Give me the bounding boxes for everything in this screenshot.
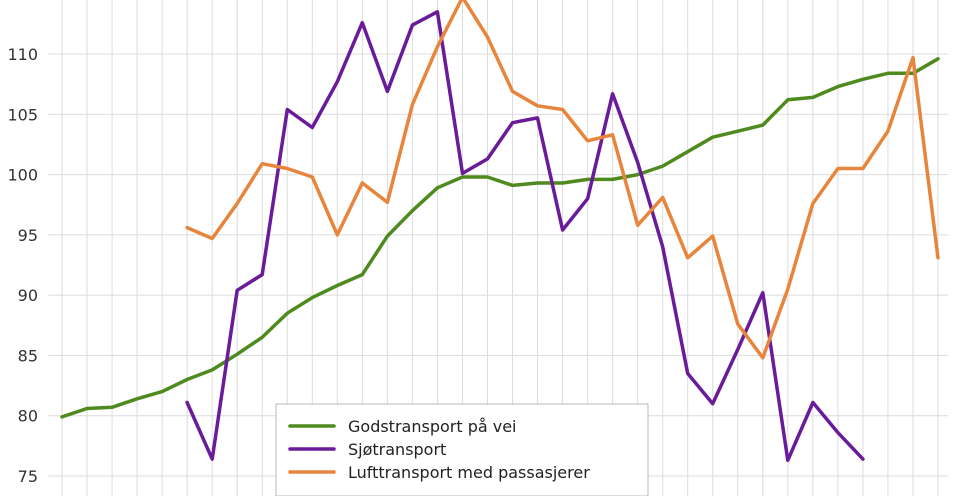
y-tick-label: 115 (7, 0, 38, 4)
series-lines (60, 0, 940, 463)
y-tick-label: 90 (18, 286, 38, 305)
y-axis-tick-labels: 75 80 85 90 95 100 105 110 115 (7, 0, 38, 486)
y-tick-label: 85 (18, 346, 38, 365)
y-tick-label: 95 (18, 226, 38, 245)
y-tick-label: 110 (7, 45, 38, 64)
legend-label: Lufttransport med passasjerer (348, 463, 590, 482)
legend-box (275, 403, 649, 496)
series-line-3 (185, 0, 940, 360)
series-line-2 (185, 10, 865, 463)
legend-label: Sjøtransport (348, 440, 446, 459)
y-tick-label: 75 (18, 467, 38, 486)
y-tick-label: 105 (7, 105, 38, 124)
legend: Godstransport på vei Sjøtransport Lufttran… (275, 403, 649, 496)
y-tick-label: 100 (7, 166, 38, 185)
series-line-1 (60, 57, 940, 419)
legend-label: Godstransport på vei (348, 417, 517, 436)
y-tick-label: 80 (18, 407, 38, 426)
